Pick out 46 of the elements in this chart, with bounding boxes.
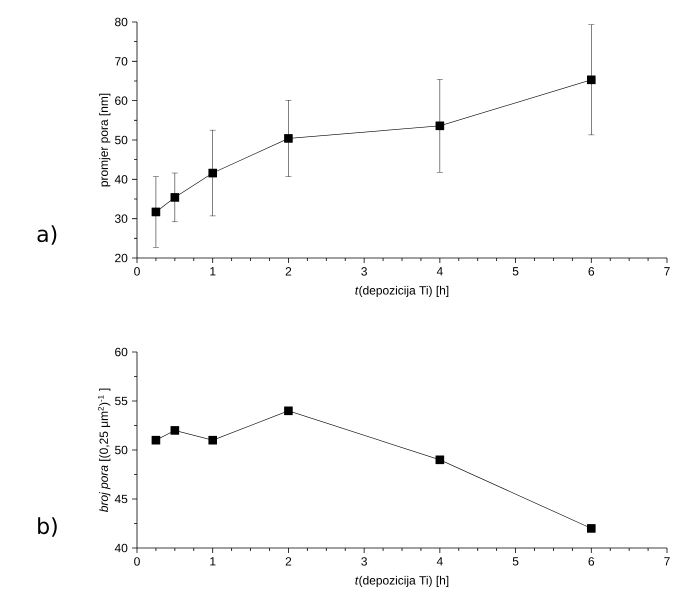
y-tick-label: 60 (115, 348, 128, 356)
y-tick-label: 50 (115, 136, 128, 144)
x-tick-label: 3 (361, 267, 367, 276)
x-axis-title: t(depozicija Ti) [h] (355, 576, 448, 587)
point (436, 456, 444, 464)
x-tick-label: 2 (286, 267, 292, 276)
point (152, 208, 160, 216)
x-tick-label: 4 (436, 557, 443, 566)
y-tick-label: 55 (115, 396, 128, 406)
text: b) (38, 517, 57, 537)
y-tick-label: 40 (114, 544, 128, 552)
y-tick-label: 20 (115, 254, 128, 262)
y-tick-label: 40 (114, 175, 128, 184)
point (170, 426, 180, 435)
y-tick-label: 80 (115, 18, 128, 26)
y-tick-label: 50 (115, 446, 128, 454)
point (436, 122, 444, 130)
y-tick-label: 30 (114, 214, 128, 223)
x-tick-label: 7 (664, 557, 670, 566)
point (152, 436, 160, 444)
y-axis-title: broj pora [(0,25 μm$^{2}$)$^{-1}$ ] (98, 388, 110, 512)
x-tick-label: 3 (361, 557, 367, 566)
point (208, 436, 218, 444)
x-tick-label: 5 (512, 557, 518, 566)
x-tick-label: 0 (134, 557, 140, 566)
x-tick-label: 0 (134, 267, 140, 276)
x-tick-label: 1 (210, 557, 216, 566)
x-tick-label: 5 (512, 267, 518, 276)
point (586, 76, 596, 84)
y-tick-label: 60 (115, 96, 128, 105)
y-tick-label: 45 (114, 494, 128, 504)
point (208, 168, 218, 178)
point (284, 406, 293, 416)
x-tick-label: 1 (210, 267, 216, 276)
point (284, 134, 293, 143)
point (170, 193, 180, 202)
x-tick-label: 4 (436, 267, 443, 276)
y-axis-title: promjer pora [nm] (99, 94, 110, 186)
x-tick-label: 6 (588, 267, 594, 276)
y-tick-label: 70 (115, 57, 128, 66)
x-tick-label: 7 (664, 267, 670, 276)
x-tick-label: 6 (588, 557, 594, 566)
x-axis-title: t(depozicija Ti) [h] (355, 286, 448, 297)
x-tick-label: 2 (286, 557, 292, 566)
point (586, 524, 596, 533)
text: a) (37, 225, 56, 245)
